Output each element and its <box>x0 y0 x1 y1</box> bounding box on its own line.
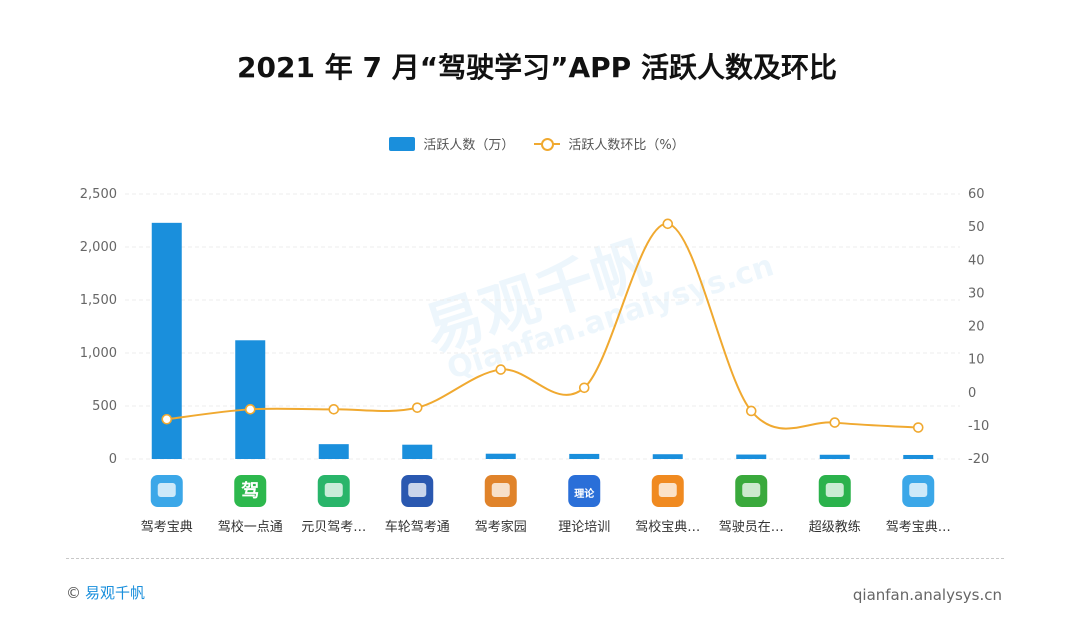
legend-bar-label: 活跃人数（万） <box>423 138 515 153</box>
chart-legend: 活跃人数（万） 活跃人数环比（%） <box>0 134 1074 153</box>
app-icon-jiashiyuan-zaixian-icon <box>735 475 768 507</box>
line-point-5 <box>578 382 590 394</box>
x-category-label: 驾考家园 <box>475 519 527 535</box>
y-left-tick-label: 2,000 <box>80 240 117 255</box>
x-category-label: 驾校一点通 <box>218 519 283 535</box>
y-right-tick-label: 50 <box>968 220 985 235</box>
legend-bar-swatch <box>389 136 416 151</box>
bar-6 <box>652 454 683 459</box>
bar-5 <box>569 453 600 459</box>
app-icon-chelun-jiakaotong-icon <box>401 475 434 507</box>
app-icon-chaoji-jiaolian-icon <box>818 475 851 507</box>
bar-3 <box>402 444 433 459</box>
app-icon-jiakao-jiayuan-icon <box>484 475 517 507</box>
y-left-tick-label: 500 <box>92 399 117 414</box>
footer-brand-name: 易观千帆 <box>85 584 146 602</box>
y-right-tick-label: 20 <box>968 320 985 335</box>
line-point-3 <box>411 402 423 413</box>
legend-line-swatch <box>534 137 561 151</box>
app-icon-jiaxiao-baodian-icon <box>651 475 684 507</box>
line-point-1 <box>244 404 256 415</box>
bar-8 <box>819 454 850 459</box>
app-icon-jiaxiao-yidiantong-icon: 驾 <box>234 475 267 507</box>
line-point-6 <box>662 218 674 230</box>
line-point-4 <box>495 364 507 375</box>
app-icon-jiakao-baodian-2-icon <box>902 475 935 507</box>
footer-divider <box>66 558 1004 559</box>
x-category-label: 驾驶员在… <box>719 520 784 535</box>
footer-site: qianfan.analysys.cn <box>852 586 1002 604</box>
svg-text:驾: 驾 <box>241 480 259 502</box>
copyright-icon: © <box>66 584 81 602</box>
app-icon-jiakao-baodian-icon <box>150 475 183 507</box>
y-right-tick-label: -20 <box>968 452 989 467</box>
line-point-9 <box>912 422 924 433</box>
line-series-path <box>166 222 919 430</box>
y-left-tick-label: 1,500 <box>80 293 117 308</box>
app-icon-yuanbei-jiakao-icon <box>317 475 350 507</box>
app-icon-lilun-peixun-icon: 理论 <box>568 475 601 507</box>
y-left-tick-label: 1,000 <box>80 346 117 361</box>
line-point-0 <box>161 413 173 425</box>
legend-item-bar[interactable]: 活跃人数（万） <box>389 134 514 153</box>
x-category-label: 驾考宝典… <box>886 520 951 535</box>
x-category-label: 车轮驾考通 <box>385 519 450 535</box>
y-right-tick-label: 30 <box>968 286 985 301</box>
legend-item-line[interactable]: 活跃人数环比（%） <box>534 134 685 153</box>
bar-9 <box>903 454 934 459</box>
chart-title: 2021 年 7 月“驾驶学习”APP 活跃人数及环比 <box>237 51 837 84</box>
line-point-8 <box>829 417 841 428</box>
svg-text:理论: 理论 <box>574 487 595 500</box>
y-left-tick-label: 0 <box>109 452 117 467</box>
line-point-2 <box>328 404 340 415</box>
x-category-label: 理论培训 <box>558 519 610 535</box>
y-right-tick-label: 40 <box>968 253 985 268</box>
x-category-label: 元贝驾考… <box>301 520 366 535</box>
x-category-label: 驾校宝典… <box>635 519 700 535</box>
bar-2 <box>318 444 349 459</box>
bar-4 <box>485 453 516 459</box>
y-right-tick-label: 0 <box>968 386 976 401</box>
bar-1 <box>235 340 266 459</box>
y-left-tick-label: 2,500 <box>80 187 117 202</box>
x-category-label: 超级教练 <box>809 519 861 535</box>
chart-plot: 0 500 1,000 1,500 2,000 2,500 -20 -10 0 10 20 30 40 5… <box>80 187 989 535</box>
y-right-tick-label: 60 <box>968 187 985 202</box>
bar-7 <box>736 454 767 459</box>
y-right-tick-label: 10 <box>968 353 985 368</box>
legend-line-label: 活跃人数环比（%） <box>568 138 685 153</box>
footer-brand: © 易观千帆 <box>66 582 145 603</box>
y-right-tick-label: -10 <box>968 419 989 434</box>
x-category-label: 驾考宝典 <box>141 520 193 535</box>
line-point-7 <box>745 405 757 417</box>
